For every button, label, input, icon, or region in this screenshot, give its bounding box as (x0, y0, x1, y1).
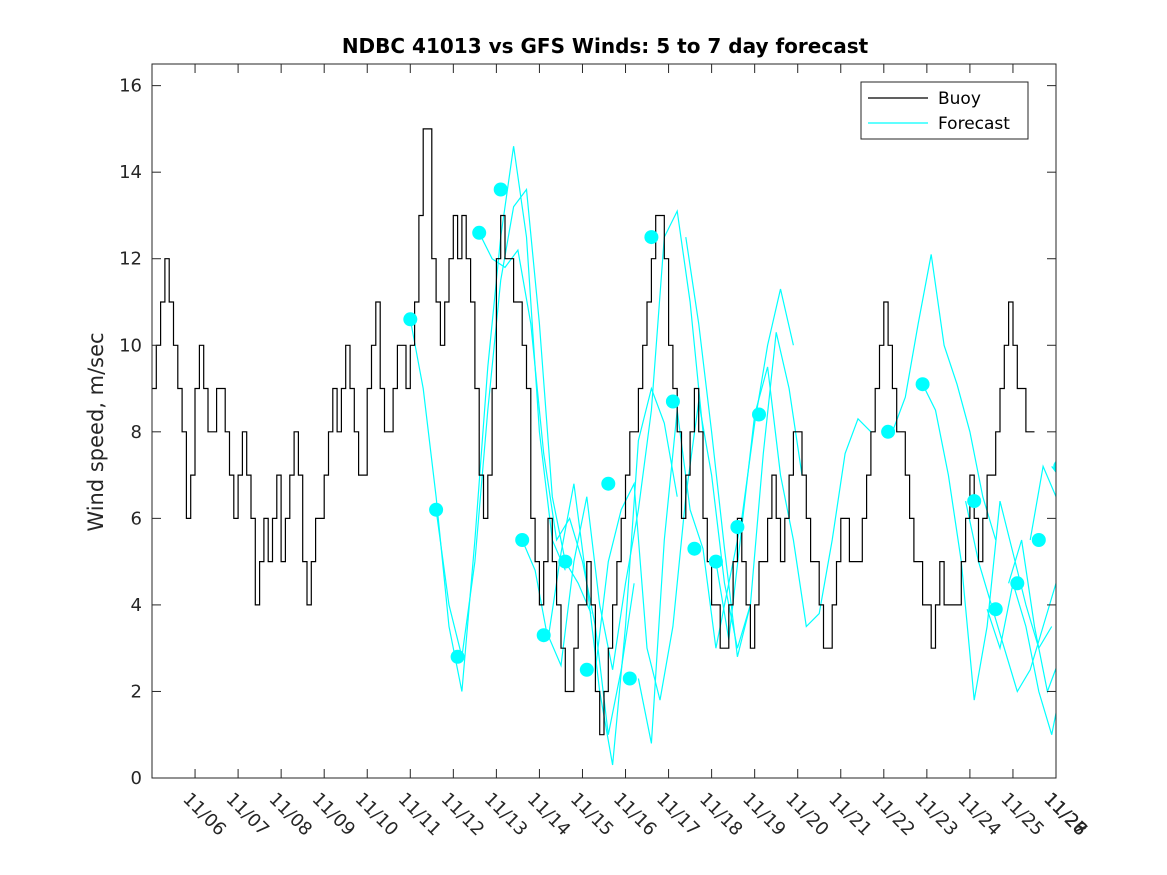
forecast-point (403, 312, 418, 327)
y-tick-label: 0 (131, 768, 142, 789)
forecast-line-5 (547, 209, 704, 670)
forecast-point (579, 662, 594, 677)
y-tick-label: 16 (119, 76, 142, 97)
forecast-point (915, 377, 930, 392)
chart-title: NDBC 41013 vs GFS Winds: 5 to 7 day fore… (342, 34, 869, 58)
forecast-point (1010, 576, 1025, 591)
forecast-point (622, 671, 637, 686)
forecast-point (967, 494, 982, 509)
forecast-line-11 (922, 383, 1053, 701)
forecast-point (730, 520, 745, 534)
forecast-point (752, 407, 766, 422)
y-tick-label: 6 (131, 508, 142, 529)
forecast-point (429, 502, 444, 517)
forecast-line-14 (1008, 539, 1056, 694)
forecast-point (493, 182, 508, 197)
forecast-point (708, 554, 723, 569)
forecast-point (536, 628, 551, 643)
y-tick-label: 8 (131, 422, 142, 443)
forecast-line-1 (409, 146, 566, 692)
plot-area (152, 128, 1056, 766)
plot-frame (151, 63, 1057, 779)
forecast-point (515, 533, 530, 547)
forecast-point (1053, 460, 1056, 472)
series-layer (152, 128, 1056, 766)
y-tick-label: 10 (119, 335, 142, 356)
forecast-line-8 (685, 237, 803, 657)
legend: Buoy Forecast (860, 81, 1029, 140)
forecast-point (687, 541, 702, 556)
forecast-point (644, 230, 659, 245)
buoy-line (152, 128, 1035, 736)
forecast-point (1031, 533, 1046, 547)
y-tick-label: 14 (119, 162, 142, 183)
y-tick-label: 2 (131, 681, 142, 702)
forecast-point (881, 424, 896, 439)
y-tick-label: 12 (119, 249, 142, 270)
forecast-point (450, 649, 465, 664)
forecast-line-12 (965, 500, 1056, 693)
forecast-point (665, 394, 680, 409)
legend-forecast-label: Forecast (938, 114, 1010, 134)
forecast-line-7 (637, 288, 794, 744)
y-tick-label: 4 (131, 595, 142, 616)
forecast-line-10 (891, 254, 997, 541)
legend-buoy-label: Buoy (938, 89, 981, 109)
forecast-point (558, 554, 573, 569)
forecast-line-3 (478, 232, 635, 735)
forecast-line-15 (1029, 464, 1056, 541)
forecast-point (988, 602, 1003, 617)
forecast-point (601, 476, 616, 491)
legend-box (860, 81, 1029, 140)
y-axis-label: Wind speed, m/sec (84, 332, 108, 531)
forecast-point (472, 225, 487, 240)
forecast-line-6 (594, 401, 751, 701)
